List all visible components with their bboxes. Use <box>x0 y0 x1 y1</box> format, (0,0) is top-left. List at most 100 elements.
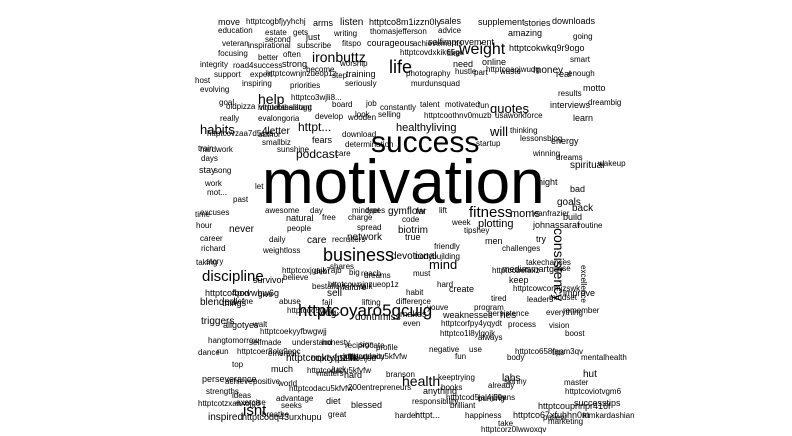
cloud-word: httptcotbalilogg <box>258 103 312 112</box>
cloud-word: httpt... <box>298 120 332 134</box>
cloud-word: network <box>347 232 383 243</box>
cloud-word: goal <box>219 98 235 107</box>
cloud-word: usaworkforce <box>495 111 543 120</box>
cloud-word: healthyliving <box>396 122 457 134</box>
cloud-word: branson <box>386 370 415 379</box>
cloud-word: daily <box>269 235 286 244</box>
cloud-word: career <box>200 234 223 243</box>
cloud-word: second <box>265 35 291 44</box>
cloud-word: podcast <box>296 147 339 161</box>
cloud-word: much <box>271 364 294 374</box>
cloud-word: business <box>323 245 395 265</box>
cloud-word: move <box>218 17 241 27</box>
cloud-word: need <box>453 59 474 69</box>
cloud-word: work <box>205 179 222 188</box>
cloud-word: types <box>366 206 386 215</box>
cloud-word: better <box>258 53 279 62</box>
cloud-word: success <box>371 126 480 159</box>
cloud-word: run <box>217 347 229 356</box>
cloud-word: energy <box>551 136 579 146</box>
cloud-word: train <box>198 144 214 153</box>
cloud-word: give <box>258 290 273 299</box>
cloud-word: marketing <box>548 417 584 426</box>
cloud-word: successtips <box>574 398 621 408</box>
cloud-word: like <box>447 48 461 58</box>
cloud-word: bestallow <box>312 282 346 291</box>
cloud-word: recruiters <box>332 235 366 244</box>
cloud-word: host <box>195 76 211 85</box>
cloud-word: reach <box>361 269 382 278</box>
cloud-word: bodybuilding <box>415 252 460 261</box>
cloud-word: education <box>218 26 253 35</box>
cloud-word: try <box>536 234 546 244</box>
cloud-word: look <box>355 110 370 119</box>
cloud-word: richard <box>201 244 226 253</box>
cloud-word: smallbiz <box>262 138 291 147</box>
cloud-word: httptcoaojwudg <box>486 65 540 74</box>
cloud-word: httptco67xfuhhn0m <box>513 410 590 420</box>
cloud-word: determination <box>345 140 394 149</box>
cloud-word: leaders <box>527 295 554 304</box>
cloud-word: estate <box>265 28 287 37</box>
cloud-word: bad <box>570 184 586 194</box>
cloud-word: just <box>306 32 321 42</box>
cloud-word: job <box>366 99 377 108</box>
cloud-word: lessonsblog <box>520 134 563 143</box>
cloud-word: responsibility <box>412 397 459 406</box>
cloud-word: debt <box>314 267 330 276</box>
cloud-word: courageous <box>367 38 415 48</box>
cloud-word: build <box>563 212 583 222</box>
cloud-word: httptco4pxvwbw6g <box>205 288 280 298</box>
cloud-word: veteran <box>222 39 249 48</box>
cloud-word: week <box>452 218 471 227</box>
cloud-word: smart <box>570 55 590 64</box>
cloud-word: virtualassistant <box>259 103 312 112</box>
cloud-word: lose <box>556 264 571 273</box>
cloud-word: httptcoyaro5gcuig <box>298 301 433 320</box>
cloud-word: advantage <box>276 394 314 403</box>
cloud-word: johnassaraf <box>533 220 580 230</box>
cloud-word: care <box>335 149 351 158</box>
cloud-word: let <box>255 182 264 191</box>
cloud-word: download <box>342 130 377 139</box>
cloud-word: free <box>322 213 336 222</box>
cloud-word: evalongoria <box>258 114 300 123</box>
cloud-word: days <box>201 154 218 163</box>
cloud-word: far <box>416 206 427 216</box>
cloud-word: startup <box>476 139 501 148</box>
cloud-word: biotrim <box>398 225 429 236</box>
cloud-word: 4letter <box>262 126 290 137</box>
cloud-word: must <box>413 269 431 278</box>
cloud-word: httpt... <box>415 410 441 420</box>
cloud-word: advice <box>438 26 462 35</box>
cloud-word: labs <box>502 373 521 384</box>
cloud-word: board <box>332 100 353 109</box>
cloud-word: become <box>306 65 335 74</box>
cloud-word: excuses <box>200 208 230 217</box>
cloud-word: triggers <box>201 316 235 327</box>
cloud-word: lifting <box>362 298 381 307</box>
cloud-word: fun <box>478 101 490 110</box>
cloud-word: httptcoo5gwk... <box>287 306 341 315</box>
cloud-word: httptcoothnv0muzb <box>424 111 492 120</box>
cloud-word: devotional <box>391 251 437 262</box>
cloud-word: difference <box>396 297 431 306</box>
cloud-word: harder <box>395 411 419 420</box>
cloud-word: diet <box>326 396 341 406</box>
cloud-word: hard <box>437 280 454 289</box>
cloud-word: already <box>488 381 515 390</box>
cloud-word: create <box>449 284 475 294</box>
cloud-word: reciprocate <box>345 341 385 350</box>
cloud-word: httptcowcormjzswk <box>513 284 581 293</box>
cloud-word: interviews <box>550 100 591 110</box>
cloud-word: ironbuttz <box>312 49 366 65</box>
cloud-word: results <box>558 89 582 98</box>
cloud-word: waste <box>500 67 521 76</box>
cloud-word: selfimprovement <box>428 37 495 47</box>
cloud-word: moms <box>510 208 540 220</box>
cloud-word: achievements <box>413 39 463 48</box>
cloud-word: amazing <box>508 28 543 38</box>
cloud-word: motto <box>583 83 606 93</box>
cloud-word: hut <box>583 369 597 380</box>
